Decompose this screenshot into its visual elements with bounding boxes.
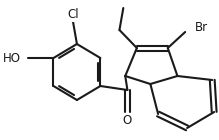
Text: Cl: Cl [67, 8, 79, 20]
Text: O: O [123, 115, 132, 128]
Text: Br: Br [195, 20, 208, 33]
Text: HO: HO [3, 52, 21, 65]
